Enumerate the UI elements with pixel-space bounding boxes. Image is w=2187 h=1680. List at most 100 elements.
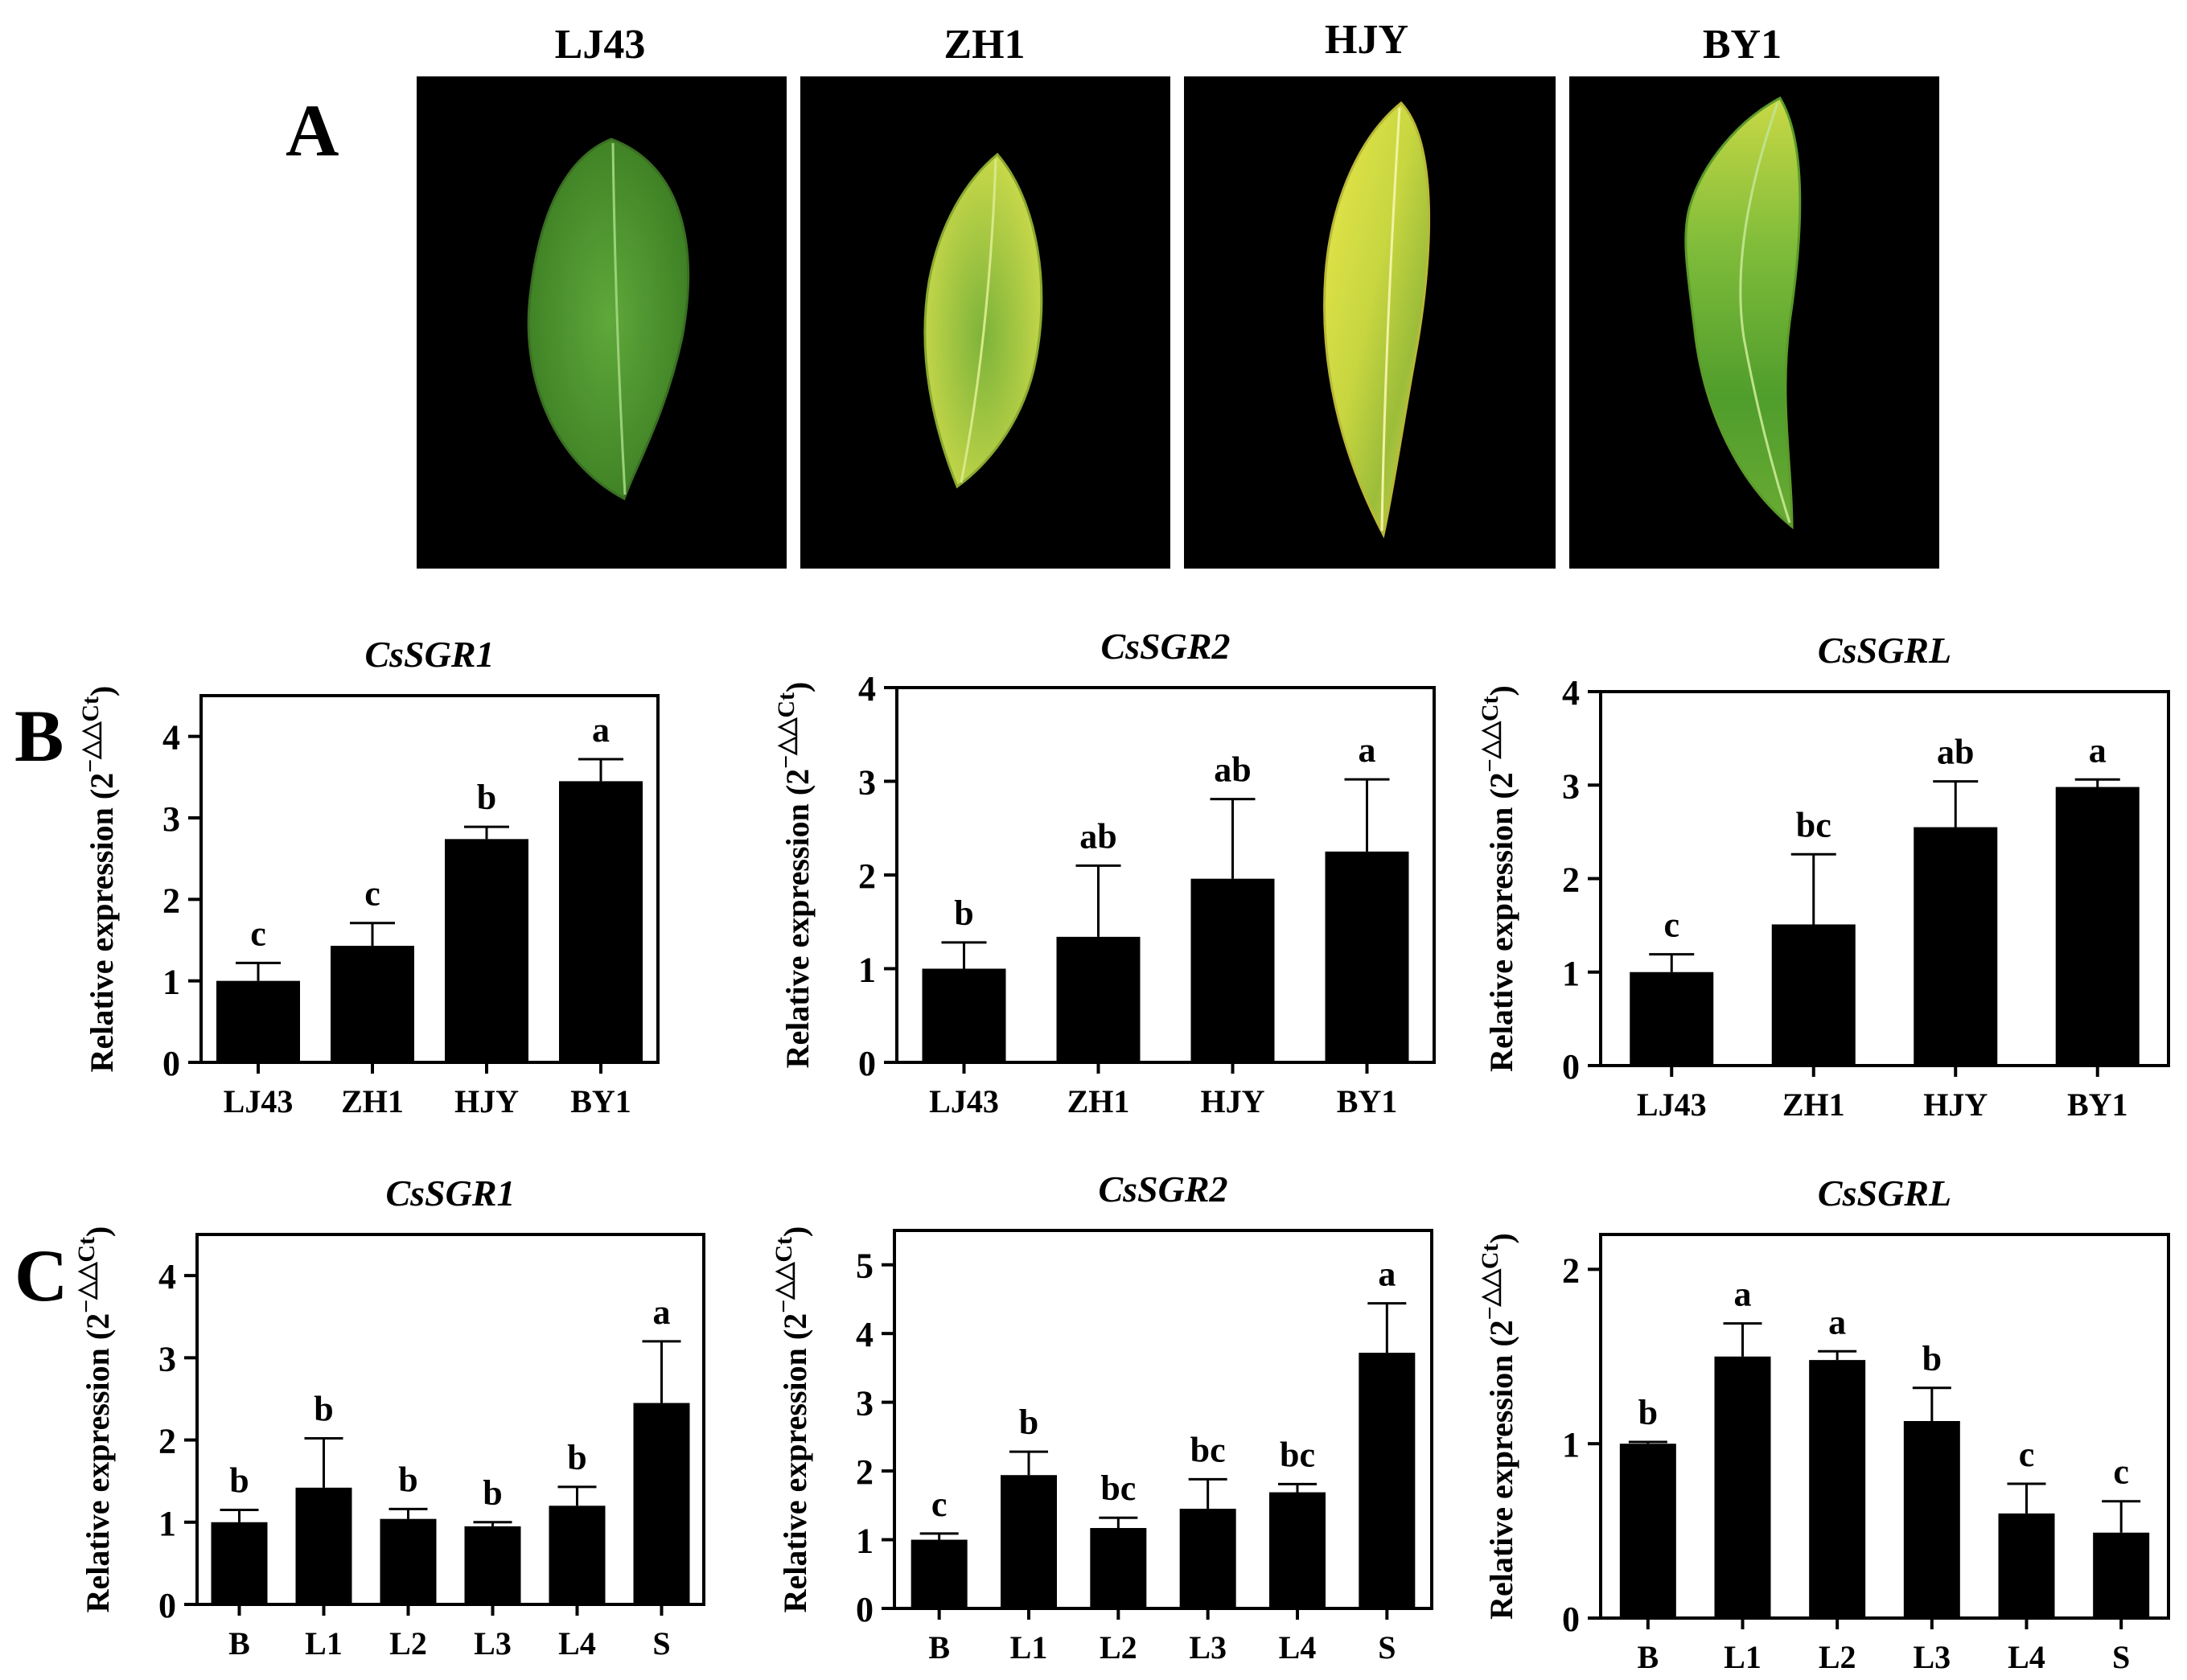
leaf-photo-lj43 xyxy=(417,76,787,569)
y-axis-label-close: ) xyxy=(80,1226,116,1237)
x-tick-label: L4 xyxy=(2008,1639,2045,1675)
x-tick-label: BY1 xyxy=(1337,1083,1398,1119)
x-tick-label: S xyxy=(2112,1639,2130,1675)
y-axis-label-close: ) xyxy=(84,686,120,696)
y-axis-label: Relative expression (2−△△Ct) xyxy=(1477,685,1519,1072)
plot-frame xyxy=(199,694,660,1064)
x-tick-label: L2 xyxy=(1100,1629,1137,1666)
significance-letter: ab xyxy=(1937,733,1974,772)
bar-b xyxy=(211,1522,268,1604)
y-tick-label: 1 xyxy=(162,963,180,1002)
bar-s xyxy=(633,1403,690,1604)
x-tick-label: ZH1 xyxy=(1067,1083,1130,1119)
y-tick-label: 1 xyxy=(1562,954,1580,993)
bar-l3 xyxy=(1179,1509,1236,1608)
significance-letter: c xyxy=(1663,906,1679,945)
significance-letter: bc xyxy=(1100,1468,1136,1508)
y-axis-label-superscript: −△△Ct xyxy=(773,692,800,769)
bar-lj43 xyxy=(1630,971,1714,1066)
bar-s xyxy=(2093,1532,2150,1618)
chart-title: CsSGRL xyxy=(1818,1173,1951,1214)
y-axis-label-superscript: −△△Ct xyxy=(1477,696,1503,772)
chart-title: CsSGRL xyxy=(1818,630,1951,671)
y-axis-label: Relative expression (2−△△Ct) xyxy=(73,1226,116,1613)
chart-c-cssgr2: CsSGR2 0 1 2 3 4 5 Relative expression (2−△△Ct)… xyxy=(771,1169,1433,1666)
bar-b xyxy=(1619,1444,1676,1618)
bar-lj43 xyxy=(216,980,300,1062)
x-tick-label: HJY xyxy=(1201,1083,1265,1119)
panel-letter-c: C xyxy=(14,1234,68,1316)
significance-letter: bc xyxy=(1190,1430,1226,1469)
y-tick-label: 2 xyxy=(858,856,876,896)
significance-letter: bc xyxy=(1280,1435,1315,1474)
significance-letter: b xyxy=(1019,1403,1038,1442)
significance-letter: a xyxy=(653,1292,671,1332)
chart-b-cssgrl: CsSGRL 0 1 2 3 4 Relative expression (2−△△Ct) c… xyxy=(1477,630,2170,1123)
panel-letter-b: B xyxy=(14,695,64,777)
x-tick-label: LJ43 xyxy=(1637,1086,1707,1123)
y-tick-label: 0 xyxy=(856,1590,874,1629)
plot-frame xyxy=(893,1229,1433,1610)
y-tick-label: 3 xyxy=(856,1384,874,1423)
y-tick-label: 1 xyxy=(856,1522,874,1561)
leaf-photo-zh1 xyxy=(800,76,1170,569)
x-tick-label: BY1 xyxy=(570,1083,631,1119)
significance-letter: a xyxy=(1828,1302,1846,1341)
bar-lj43 xyxy=(922,968,1006,1062)
bar-l3 xyxy=(1903,1420,1960,1618)
significance-letter: ab xyxy=(1079,816,1116,856)
x-tick-label: B xyxy=(928,1629,950,1666)
x-tick-label: BY1 xyxy=(2067,1086,2128,1123)
significance-letter: b xyxy=(954,893,973,933)
bar-l2 xyxy=(1090,1528,1147,1608)
panel-letter-a: A xyxy=(286,89,339,171)
y-axis-label-superscript: −△△Ct xyxy=(73,1237,100,1313)
y-tick-label: 4 xyxy=(158,1257,176,1296)
bar-s xyxy=(1359,1353,1416,1608)
significance-letter: a xyxy=(1734,1275,1752,1314)
y-tick-label: 3 xyxy=(1562,766,1580,806)
significance-letter: ab xyxy=(1214,750,1251,790)
chart-c-cssgr1: CsSGR1 0 1 2 3 4 Relative expression (2−△△Ct) b… xyxy=(73,1173,705,1662)
y-tick-label: 0 xyxy=(162,1044,180,1083)
y-axis-label: Relative expression (2−△△Ct) xyxy=(771,1226,813,1613)
significance-letter: a xyxy=(1378,1255,1396,1294)
significance-letter: a xyxy=(2089,730,2107,770)
bar-hjy xyxy=(445,839,528,1062)
x-tick-label: LJ43 xyxy=(929,1083,999,1119)
x-tick-label: L2 xyxy=(389,1625,427,1662)
x-tick-label: L3 xyxy=(474,1625,512,1662)
y-axis-label-superscript: −△△Ct xyxy=(77,696,104,773)
bar-hjy xyxy=(1914,827,1998,1066)
y-tick-label: 4 xyxy=(162,718,180,758)
x-tick-label: L4 xyxy=(558,1625,596,1662)
significance-letter: b xyxy=(398,1460,417,1499)
bar-l2 xyxy=(380,1518,437,1604)
x-tick-label: S xyxy=(1378,1629,1396,1666)
significance-letter: b xyxy=(477,778,496,817)
significance-letter: b xyxy=(229,1460,249,1500)
y-tick-label: 0 xyxy=(1562,1047,1580,1086)
photo-label-hjy: HJY xyxy=(1325,17,1408,63)
significance-letter: a xyxy=(1359,730,1376,770)
y-tick-label: 1 xyxy=(858,951,876,990)
y-tick-label: 1 xyxy=(158,1504,176,1543)
plot-frame xyxy=(195,1233,705,1606)
y-tick-label: 3 xyxy=(158,1339,176,1378)
y-tick-label: 2 xyxy=(856,1452,874,1492)
y-tick-label: 3 xyxy=(162,799,180,839)
panel-a: LJ43 ZH1 HJY BY1 xyxy=(417,17,1939,569)
significance-letter: b xyxy=(1922,1339,1942,1378)
x-tick-label: B xyxy=(228,1625,250,1662)
bar-by1 xyxy=(1325,851,1409,1062)
photo-label-lj43: LJ43 xyxy=(555,22,646,68)
significance-letter: c xyxy=(250,914,266,953)
bar-l1 xyxy=(1714,1356,1771,1618)
y-axis-label-close: ) xyxy=(779,682,816,692)
bar-by1 xyxy=(2055,787,2140,1066)
y-axis-label-close: ) xyxy=(1483,1233,1519,1243)
y-tick-label: 2 xyxy=(162,881,180,920)
chart-b-cssgr2: CsSGR2 0 1 2 3 4 Relative expression (2−△△Ct) b… xyxy=(773,626,1436,1119)
x-tick-label: L3 xyxy=(1913,1639,1951,1675)
